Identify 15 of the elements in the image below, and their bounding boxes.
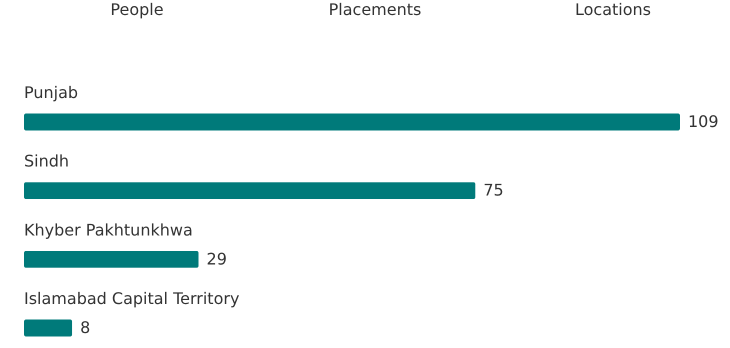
bar: [24, 250, 199, 268]
y-tick-label: Sindh: [24, 152, 70, 171]
text: People: [110, 0, 164, 19]
y-tick-label: Khyber Pakhtunkhwa: [24, 220, 193, 240]
bar: [24, 320, 72, 336]
data-label: 29: [206, 249, 227, 268]
text: Locations: [574, 0, 652, 19]
y-tick-label: Islamabad Capital Territory: [24, 289, 240, 308]
text: Placements: [328, 0, 422, 19]
data-label: 75: [483, 180, 504, 200]
bar: [24, 182, 476, 200]
y-tick-label: Punjab: [24, 83, 78, 102]
bar: [24, 114, 680, 130]
data-label: 8: [80, 318, 90, 337]
data-label: 109: [688, 112, 719, 131]
